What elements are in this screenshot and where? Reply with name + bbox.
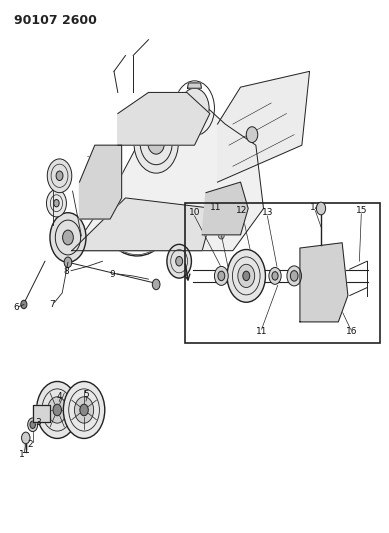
Circle shape: [218, 271, 225, 281]
Polygon shape: [118, 92, 210, 145]
Circle shape: [63, 230, 74, 245]
Circle shape: [272, 272, 278, 280]
Circle shape: [74, 397, 94, 423]
Circle shape: [148, 131, 165, 154]
Circle shape: [47, 190, 67, 217]
Text: 7: 7: [49, 300, 55, 309]
Circle shape: [176, 256, 182, 266]
Circle shape: [47, 159, 72, 192]
Circle shape: [227, 249, 265, 302]
Circle shape: [180, 88, 209, 128]
Circle shape: [63, 382, 105, 439]
Text: 9: 9: [109, 270, 115, 279]
Text: 13: 13: [262, 208, 273, 217]
Text: 11: 11: [210, 203, 221, 212]
Circle shape: [224, 220, 230, 229]
Polygon shape: [33, 405, 49, 422]
Circle shape: [37, 382, 78, 439]
Polygon shape: [300, 243, 348, 322]
Circle shape: [287, 266, 301, 286]
Circle shape: [216, 208, 223, 216]
Polygon shape: [79, 145, 122, 219]
Text: 10: 10: [189, 208, 200, 217]
Circle shape: [80, 404, 88, 416]
Circle shape: [214, 266, 228, 285]
Text: 14: 14: [310, 203, 321, 212]
Circle shape: [56, 171, 63, 181]
Circle shape: [246, 127, 258, 142]
Text: 12: 12: [236, 206, 247, 215]
Polygon shape: [72, 103, 263, 251]
Circle shape: [290, 271, 298, 281]
Circle shape: [21, 300, 27, 309]
Circle shape: [152, 279, 160, 290]
Circle shape: [218, 231, 224, 239]
Circle shape: [243, 271, 250, 281]
Circle shape: [238, 264, 255, 287]
Circle shape: [209, 220, 215, 229]
Text: 2: 2: [28, 440, 33, 449]
Text: 1: 1: [19, 450, 25, 459]
Polygon shape: [187, 83, 202, 88]
Text: 4: 4: [57, 392, 62, 401]
Polygon shape: [72, 198, 214, 251]
Circle shape: [53, 404, 61, 416]
Circle shape: [28, 418, 38, 432]
Text: 6: 6: [13, 303, 19, 312]
Circle shape: [167, 244, 191, 278]
Polygon shape: [217, 71, 310, 182]
Circle shape: [50, 213, 86, 262]
Circle shape: [269, 268, 281, 284]
Circle shape: [21, 432, 30, 443]
Text: 5: 5: [84, 390, 89, 399]
Polygon shape: [202, 182, 248, 235]
Circle shape: [30, 421, 35, 429]
Text: 3: 3: [35, 417, 41, 426]
Text: 8: 8: [63, 267, 69, 276]
Text: 16: 16: [346, 327, 357, 336]
Text: 90107 2600: 90107 2600: [14, 14, 97, 27]
Text: 15: 15: [356, 206, 367, 215]
Circle shape: [64, 257, 72, 268]
Text: 11: 11: [256, 327, 267, 336]
Bar: [185, 203, 380, 343]
Circle shape: [47, 397, 67, 423]
Circle shape: [54, 199, 59, 207]
Circle shape: [134, 112, 179, 173]
Circle shape: [316, 202, 326, 215]
